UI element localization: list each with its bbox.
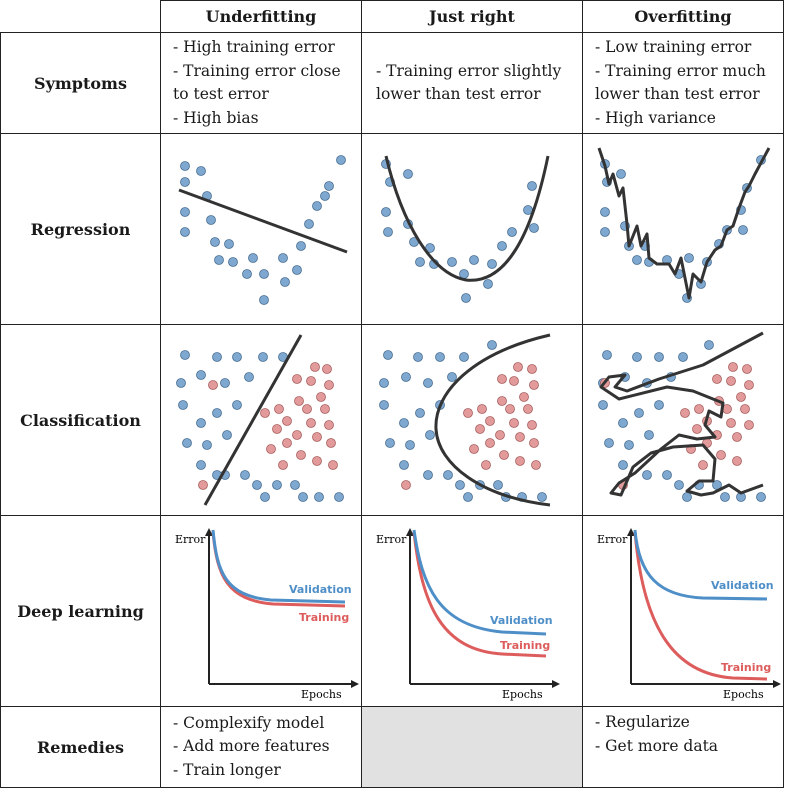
row-header-classification: Classification (0, 324, 161, 516)
x-axis-label: Epochs (723, 688, 764, 701)
axes (627, 528, 781, 688)
symptom-item: - High training error (173, 38, 335, 56)
regression-just-right (361, 133, 583, 325)
regression-underfitting (160, 133, 362, 325)
symptom-item: - Low training error (595, 38, 752, 56)
header-row: Underfitting Just right Overfitting (0, 0, 784, 33)
symptoms-underfitting: - High training error - Training error c… (160, 32, 362, 134)
deep-learning-just-right-plot: Error Epochs Validation Training (376, 528, 560, 701)
validation-label: Validation (289, 583, 352, 596)
classification-overfitting (582, 324, 784, 516)
axes (205, 528, 359, 688)
training-label: Training (500, 639, 550, 652)
decision-boundary (203, 334, 303, 506)
symptoms-just-right: - Training error slightly lower than tes… (361, 32, 583, 134)
validation-curve (211, 529, 346, 604)
regression-just-right-plot (381, 155, 550, 303)
decision-boundary (599, 331, 764, 497)
deep-learning-row: Deep learning Error Epochs Validation Tr… (0, 515, 784, 707)
validation-label: Validation (711, 579, 774, 592)
x-axis-label: Epochs (502, 688, 543, 701)
data-points (600, 155, 766, 303)
symptoms-overfitting: - Low training error - Training error mu… (582, 32, 784, 134)
remedies-underfitting: - Complexify model - Add more features -… (160, 706, 362, 788)
validation-label: Validation (490, 614, 553, 627)
row-header-regression: Regression (0, 133, 161, 325)
regression-row: Regression (0, 133, 784, 325)
training-label: Training (299, 611, 349, 624)
red-points (401, 362, 541, 490)
training-label: Training (721, 661, 771, 674)
validation-curve (412, 529, 547, 636)
remedies-row: Remedies - Complexify model - Add more f… (0, 706, 784, 788)
symptom-item: - Training error slightly lower than tes… (376, 61, 562, 104)
classification-overfitting-plot (598, 331, 766, 502)
remedy-item: - Train longer (173, 760, 281, 779)
data-points (381, 159, 539, 303)
remedy-item: - Regularize (595, 713, 690, 731)
symptom-item: - High bias (173, 108, 259, 127)
symptoms-row: Symptoms - High training error - Trainin… (0, 32, 784, 134)
remedy-item: - Complexify model (173, 713, 325, 732)
training-curve (633, 531, 768, 681)
remedies-just-right-empty (361, 706, 583, 788)
classification-underfitting-plot (176, 334, 344, 506)
blue-points (598, 340, 766, 502)
remedy-item: - Get more data (595, 736, 719, 755)
y-axis-label: Error (376, 533, 407, 546)
corner-cell (0, 0, 161, 33)
regression-underfitting-plot (178, 155, 348, 305)
training-curve (412, 531, 547, 658)
regression-overfitting-plot (597, 147, 771, 303)
symptom-item: - High variance (595, 108, 716, 127)
classification-just-right (361, 324, 583, 516)
row-header-remedies: Remedies (0, 706, 161, 788)
deep-learning-underfitting-plot: Error Epochs Validation Training (175, 528, 359, 701)
fit-curve (597, 147, 771, 300)
classification-just-right-plot (379, 333, 551, 507)
regression-overfitting (582, 133, 784, 325)
blue-points (176, 350, 344, 502)
y-axis-label: Error (597, 533, 628, 546)
symptom-item: - Training error close to test error (173, 61, 341, 104)
col-header-underfitting: Underfitting (160, 0, 362, 33)
validation-curve (633, 529, 768, 601)
classification-row: Classification (0, 324, 784, 516)
x-axis-label: Epochs (301, 688, 342, 701)
deep-learning-overfitting: Error Epochs Validation Training (582, 515, 784, 707)
data-points (180, 155, 346, 305)
deep-learning-underfitting: Error Epochs Validation Training (160, 515, 362, 707)
remedy-item: - Add more features (173, 737, 330, 756)
col-header-overfitting: Overfitting (582, 0, 784, 33)
deep-learning-just-right: Error Epochs Validation Training (361, 515, 583, 707)
symptom-item: - Training error much lower than test er… (595, 61, 766, 104)
row-header-deep-learning: Deep learning (0, 515, 161, 707)
remedies-overfitting: - Regularize - Get more data (582, 706, 784, 788)
fit-line (178, 188, 348, 254)
deep-learning-overfitting-plot: Error Epochs Validation Training (597, 528, 781, 701)
y-axis-label: Error (175, 533, 206, 546)
classification-underfitting (160, 324, 362, 516)
red-points (198, 362, 338, 490)
fit-curve (384, 155, 550, 282)
col-header-just-right: Just right (361, 0, 583, 33)
row-header-symptoms: Symptoms (0, 32, 161, 134)
decision-boundary (434, 333, 551, 507)
axes (406, 528, 560, 688)
